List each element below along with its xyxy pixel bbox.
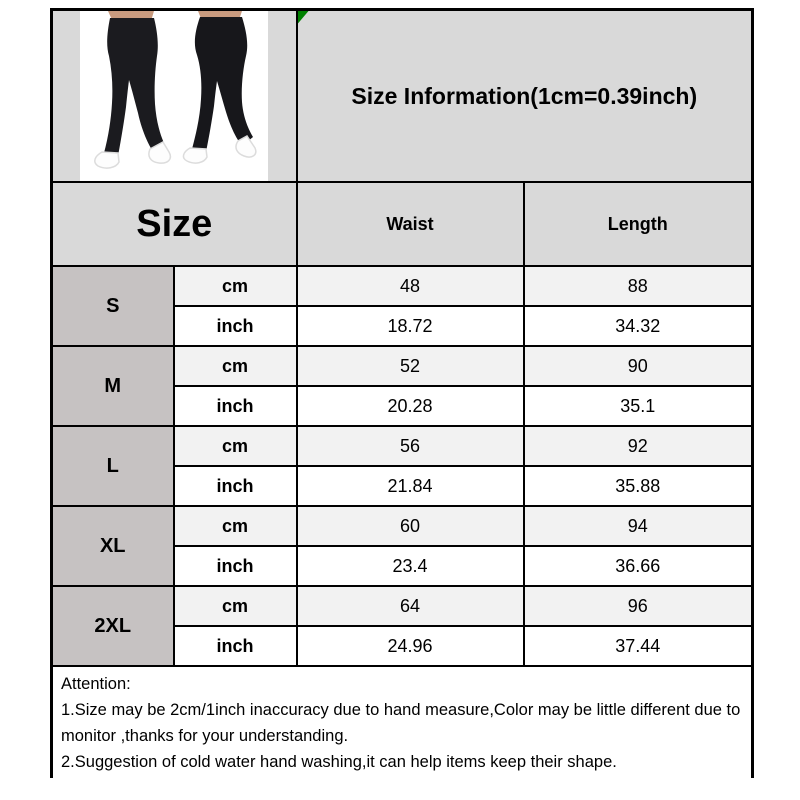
unit-cell: inch: [172, 545, 298, 587]
unit-cell: inch: [172, 385, 298, 427]
leggings-back-view: [182, 11, 257, 164]
length-inch-value: 35.1: [522, 385, 754, 427]
sneaker-icon: [94, 151, 121, 169]
size-chart-table: Size Information(1cm=0.39inch) Size Wais…: [50, 8, 755, 778]
unit-cell: inch: [172, 625, 298, 667]
waist-cm-value: 52: [295, 345, 525, 387]
table-row: M cm 52 90: [50, 345, 754, 427]
page-title: Size Information(1cm=0.39inch): [351, 82, 698, 109]
table-row: 2XL cm 64 96: [50, 585, 754, 667]
length-cm-value: 88: [522, 265, 754, 307]
waist-inch-value: 21.84: [295, 465, 525, 507]
attention-cell: Attention: 1.Size may be 2cm/1inch inacc…: [50, 665, 754, 778]
attention-item-2: 2.Suggestion of cold water hand washing,…: [61, 753, 617, 771]
attention-title: Attention:: [61, 675, 131, 693]
sneaker-icon: [182, 147, 209, 164]
table-row: inch 18.72 34.32: [52, 305, 754, 347]
product-image-cell: [50, 8, 298, 183]
sneaker-icon: [235, 135, 257, 158]
table-row: inch 20.28 35.1: [52, 385, 754, 427]
waist-column-header: Waist: [295, 181, 525, 267]
waist-cm-value: 60: [295, 505, 525, 547]
table-row: inch 24.96 37.44: [52, 625, 754, 667]
unit-cell: cm: [172, 345, 298, 387]
length-cm-value: 96: [522, 585, 754, 627]
table-row: XL cm 60 94: [50, 505, 754, 587]
length-inch-value: 37.44: [522, 625, 754, 667]
unit-cell: cm: [172, 265, 298, 307]
size-label-xl: XL: [50, 505, 175, 587]
sneaker-icon: [148, 141, 172, 164]
size-label-m: M: [50, 345, 175, 427]
size-label-l: L: [50, 425, 175, 507]
length-cm-value: 94: [522, 505, 754, 547]
cell-corner-marker-icon: [297, 11, 309, 24]
table-row: inch 21.84 35.88: [52, 465, 754, 507]
size-label-s: S: [50, 265, 175, 347]
length-cm-value: 92: [522, 425, 754, 467]
unit-cell: inch: [172, 305, 298, 347]
table-row: inch 23.4 36.66: [52, 545, 754, 587]
table-row: L cm 56 92: [50, 425, 754, 507]
attention-row: Attention: 1.Size may be 2cm/1inch inacc…: [50, 665, 754, 778]
attention-item-1: 1.Size may be 2cm/1inch inaccuracy due t…: [61, 701, 741, 745]
size-column-header: Size: [50, 181, 298, 267]
product-photo: [80, 11, 269, 181]
length-inch-value: 36.66: [522, 545, 754, 587]
unit-cell: cm: [172, 425, 298, 467]
length-cm-value: 90: [522, 345, 754, 387]
size-label-2xl: 2XL: [50, 585, 175, 667]
waist-inch-value: 20.28: [295, 385, 525, 427]
waist-cm-value: 56: [295, 425, 525, 467]
leggings-front-view: [94, 11, 172, 169]
length-inch-value: 34.32: [522, 305, 754, 347]
length-column-header: Length: [522, 181, 754, 267]
table-row: S cm 48 88: [50, 265, 754, 347]
unit-cell: cm: [172, 505, 298, 547]
unit-cell: cm: [172, 585, 298, 627]
waist-cm-value: 48: [295, 265, 525, 307]
size-info-title-cell: Size Information(1cm=0.39inch): [295, 8, 754, 183]
leggings-product-image: [94, 11, 257, 169]
waist-cm-value: 64: [295, 585, 525, 627]
waist-inch-value: 24.96: [295, 625, 525, 667]
waist-inch-value: 18.72: [295, 305, 525, 347]
column-header-row: Size Waist Length: [50, 181, 754, 267]
waist-inch-value: 23.4: [295, 545, 525, 587]
length-inch-value: 35.88: [522, 465, 754, 507]
unit-cell: inch: [172, 465, 298, 507]
header-row: Size Information(1cm=0.39inch): [50, 8, 754, 183]
